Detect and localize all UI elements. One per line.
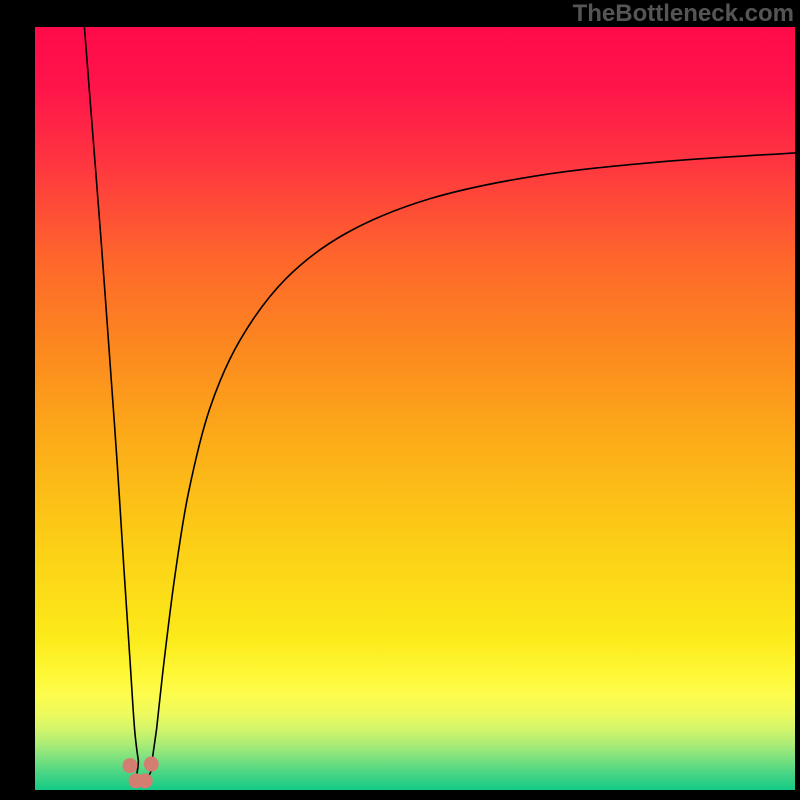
plot-area xyxy=(35,27,795,790)
gradient-background xyxy=(35,27,795,790)
notch-marker xyxy=(144,757,159,772)
chart-container: TheBottleneck.com xyxy=(0,0,800,800)
bottleneck-chart xyxy=(35,27,795,790)
notch-marker xyxy=(138,773,153,788)
notch-marker xyxy=(123,758,138,773)
watermark-text: TheBottleneck.com xyxy=(573,0,794,28)
